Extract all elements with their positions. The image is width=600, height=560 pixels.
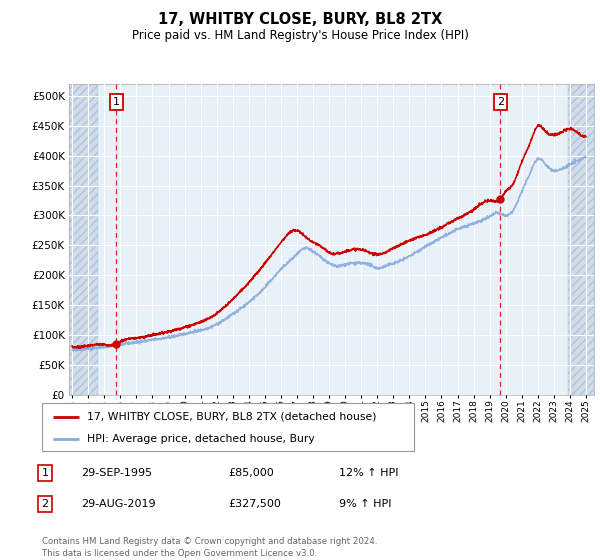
FancyBboxPatch shape	[42, 403, 414, 451]
Text: £327,500: £327,500	[228, 499, 281, 509]
Text: 12% ↑ HPI: 12% ↑ HPI	[339, 468, 398, 478]
Text: £85,000: £85,000	[228, 468, 274, 478]
Text: Price paid vs. HM Land Registry's House Price Index (HPI): Price paid vs. HM Land Registry's House …	[131, 29, 469, 42]
Bar	[568, 84, 594, 395]
Text: 2: 2	[497, 97, 504, 107]
Bar	[568, 84, 594, 395]
Bar	[69, 84, 98, 395]
Text: 17, WHITBY CLOSE, BURY, BL8 2TX: 17, WHITBY CLOSE, BURY, BL8 2TX	[158, 12, 442, 27]
Text: 17, WHITBY CLOSE, BURY, BL8 2TX (detached house): 17, WHITBY CLOSE, BURY, BL8 2TX (detache…	[86, 412, 376, 422]
Bar	[69, 84, 98, 395]
Text: HPI: Average price, detached house, Bury: HPI: Average price, detached house, Bury	[86, 434, 314, 444]
Text: 29-AUG-2019: 29-AUG-2019	[81, 499, 155, 509]
Text: 1: 1	[113, 97, 120, 107]
Text: 2: 2	[41, 499, 49, 509]
Text: 9% ↑ HPI: 9% ↑ HPI	[339, 499, 391, 509]
Text: Contains HM Land Registry data © Crown copyright and database right 2024.
This d: Contains HM Land Registry data © Crown c…	[42, 537, 377, 558]
Text: 1: 1	[41, 468, 49, 478]
Text: 29-SEP-1995: 29-SEP-1995	[81, 468, 152, 478]
